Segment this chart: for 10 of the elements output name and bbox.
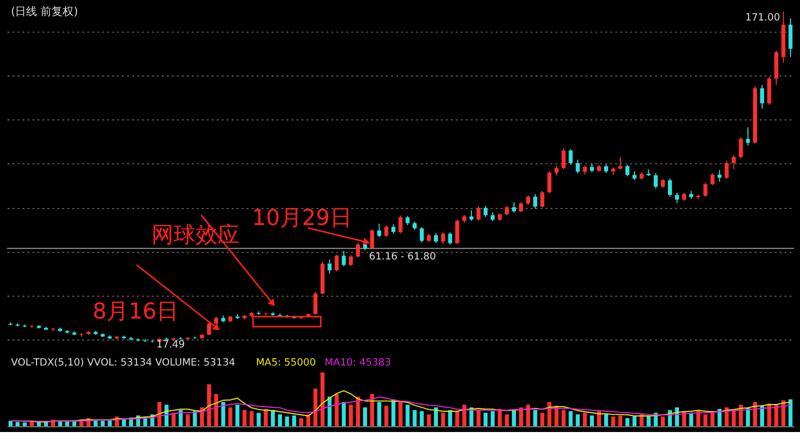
annotation: 17.49 (156, 340, 185, 351)
ref-line-label: 61.16 - 61.80 (369, 251, 436, 262)
chart-title: (日线 前复权) (10, 4, 78, 18)
chart-title: VOL-TDX(5,10) VVOL: 53134 VOLUME: 53134 (10, 357, 236, 368)
text: MA10: 45383 (324, 357, 391, 368)
annotation: 网球效应 (151, 222, 240, 248)
annotation: 171.00 (745, 12, 780, 24)
annotation: 8月16日 (92, 300, 178, 325)
text: MA5: 55000 (256, 357, 316, 368)
annotation: 10月29日 (252, 206, 352, 231)
